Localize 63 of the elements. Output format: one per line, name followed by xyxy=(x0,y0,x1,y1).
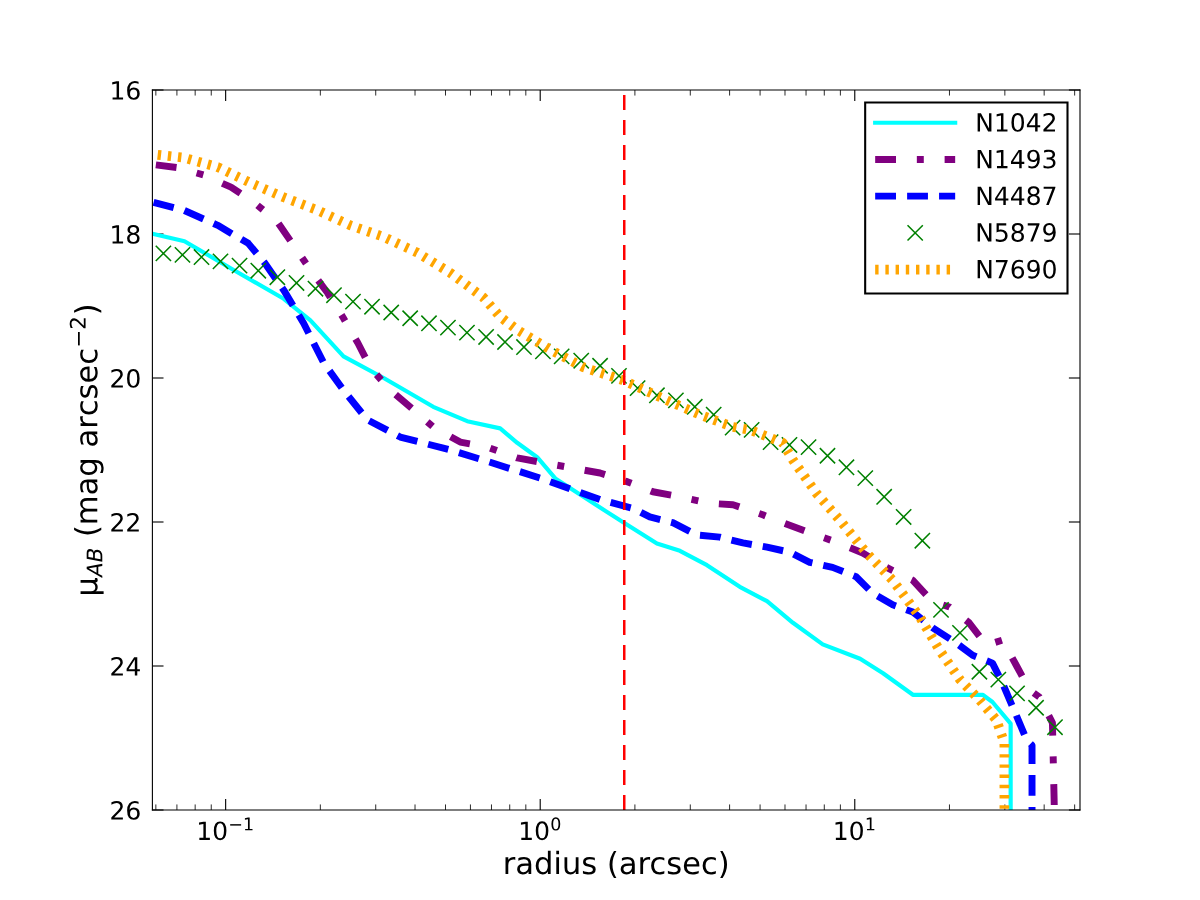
point xyxy=(856,469,874,487)
point xyxy=(629,379,647,397)
legend-label: N4487 xyxy=(977,186,1056,206)
point xyxy=(325,286,343,304)
point xyxy=(1046,718,1064,736)
point xyxy=(762,433,779,451)
point xyxy=(819,447,836,465)
point xyxy=(212,252,229,270)
point xyxy=(496,333,514,351)
point xyxy=(667,391,685,409)
point xyxy=(477,328,495,346)
y-tick-label: 22 xyxy=(111,512,139,532)
point xyxy=(951,624,969,642)
point xyxy=(724,419,742,437)
legend-label: N1493 xyxy=(977,149,1056,169)
point xyxy=(705,406,723,424)
x-tick-label: 10$^{1}$ xyxy=(835,817,875,841)
point xyxy=(1027,699,1045,717)
x-tick-label: 10$^{−1}$ xyxy=(199,817,253,841)
point xyxy=(591,357,609,375)
point xyxy=(838,458,855,476)
legend-label: N1042 xyxy=(977,112,1055,132)
point xyxy=(401,309,419,327)
x-tick-label: 10$^{0}$ xyxy=(520,817,561,841)
point xyxy=(249,262,267,280)
point xyxy=(781,436,798,454)
point xyxy=(515,338,533,356)
point xyxy=(288,274,305,292)
y-tick-label: 18 xyxy=(112,224,140,244)
point xyxy=(458,324,476,342)
point xyxy=(989,671,1007,689)
point xyxy=(154,245,172,262)
point xyxy=(648,386,666,404)
point xyxy=(307,280,324,298)
point xyxy=(363,298,381,316)
point xyxy=(800,438,817,456)
point xyxy=(572,352,590,370)
point xyxy=(970,663,988,681)
x-axis-title: radius (arcsec) xyxy=(505,850,728,879)
point xyxy=(174,246,191,264)
y-tick-label: 24 xyxy=(111,656,140,676)
point xyxy=(553,347,571,365)
point xyxy=(420,314,438,332)
point xyxy=(439,319,457,337)
legend-label: N5879 xyxy=(977,223,1056,242)
point xyxy=(875,488,893,506)
point xyxy=(913,532,931,550)
y-tick-label: 20 xyxy=(111,368,140,388)
y-tick-label: 16 xyxy=(112,80,140,100)
point xyxy=(344,293,362,311)
point xyxy=(268,268,286,286)
y-axis-title: μ$_{AB}$ (mag arcsec$^{−2}$) xyxy=(69,306,104,595)
point xyxy=(932,601,950,619)
point xyxy=(686,398,704,416)
point xyxy=(743,421,761,439)
point xyxy=(895,508,913,526)
point xyxy=(382,304,400,321)
point xyxy=(1008,684,1026,702)
legend-label: N7690 xyxy=(977,259,1056,279)
point xyxy=(610,367,628,385)
y-tick-label: 26 xyxy=(111,800,140,820)
point xyxy=(193,248,210,266)
point xyxy=(231,257,248,275)
